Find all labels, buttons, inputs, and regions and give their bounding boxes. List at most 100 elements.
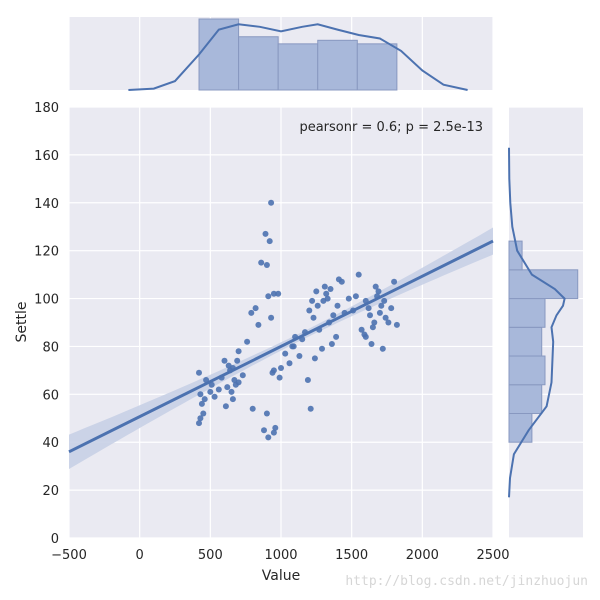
x-tick-label: 2500 [476, 548, 509, 563]
scatter-point [372, 283, 379, 290]
scatter-point [255, 321, 262, 328]
x-axis-label: Value [262, 568, 300, 584]
top-histogram-bar [238, 36, 279, 91]
scatter-point [270, 290, 277, 297]
scatter-point [306, 307, 313, 314]
y-tick-label: 160 [34, 149, 59, 164]
scatter-point [385, 319, 392, 326]
y-tick-label: 20 [42, 484, 59, 499]
scatter-point [262, 230, 269, 237]
scatter-point [376, 309, 383, 316]
scatter-point [334, 302, 341, 309]
scatter-point [338, 278, 345, 285]
scatter-point [276, 374, 283, 381]
scatter-point [244, 338, 251, 345]
x-tick-label: −500 [51, 548, 87, 563]
scatter-point [319, 345, 325, 352]
top-marginal-panel [68, 17, 494, 91]
scatter-point [270, 429, 277, 436]
right-histogram-bar [508, 269, 579, 300]
regression-confidence-band [69, 227, 493, 469]
scatter-point [278, 365, 284, 371]
scatter-point [327, 286, 334, 292]
scatter-point [211, 393, 218, 400]
scatter-point [369, 324, 376, 331]
scatter-point [239, 372, 246, 379]
scatter-point [282, 350, 289, 357]
main-scatter-panel: pearsonr = 0.6; p = 2.5e-13 [68, 106, 494, 539]
x-tick-label: 0 [136, 548, 144, 563]
scatter-point [355, 271, 362, 278]
right-marginal-panel [508, 106, 583, 539]
top-histogram-bar [277, 43, 319, 91]
scatter-point [258, 259, 265, 266]
x-tick-label: 1000 [264, 548, 297, 563]
scatter-point [382, 314, 389, 321]
scatter-point [272, 424, 279, 431]
scatter-point [249, 405, 256, 412]
right-histogram-bar [508, 412, 533, 443]
scatter-point [311, 355, 318, 362]
y-tick-label: 180 [34, 101, 59, 116]
scatter-point [266, 238, 273, 245]
x-tick-label: 500 [198, 548, 223, 563]
scatter-point [381, 297, 388, 304]
scatter-point [296, 353, 303, 359]
scatter-point [379, 345, 386, 352]
scatter-point [328, 341, 335, 347]
scatter-point [221, 357, 228, 364]
scatter-point [196, 369, 202, 376]
scatter-point [323, 290, 330, 297]
y-tick-label: 100 [34, 293, 59, 308]
scatter-point [228, 388, 235, 395]
x-tick-label: 1500 [335, 548, 368, 563]
watermark-text: http://blog.csdn.net/jinzhuojun [345, 574, 588, 589]
top-marginal-kde-curve [128, 23, 468, 91]
scatter-point [330, 312, 337, 319]
scatter-point [224, 384, 231, 391]
scatter-point [352, 293, 359, 300]
scatter-point [310, 314, 317, 321]
y-tick-label: 60 [42, 388, 59, 403]
scatter-point [324, 295, 331, 302]
scatter-point [304, 377, 311, 383]
top-histogram-bar [317, 39, 358, 91]
scatter-point [198, 400, 205, 407]
scatter-point [235, 348, 242, 355]
scatter-point [321, 283, 328, 290]
scatter-point [261, 427, 267, 434]
scatter-point [252, 305, 259, 312]
scatter-point [265, 293, 272, 300]
scatter-point [201, 396, 208, 403]
scatter-point [215, 386, 222, 393]
pearsonr-annotation: pearsonr = 0.6; p = 2.5e-13 [299, 120, 483, 135]
scatter-point [197, 391, 204, 398]
scatter-point [362, 333, 369, 340]
y-tick-label: 0 [51, 532, 59, 547]
scatter-point [265, 434, 272, 441]
scatter-point [378, 302, 385, 309]
regression-line [68, 239, 494, 454]
scatter-point [314, 302, 321, 309]
scatter-point [235, 379, 242, 386]
scatter-point [248, 309, 255, 316]
scatter-point [290, 343, 297, 350]
scatter-point [286, 360, 293, 367]
scatter-point [268, 199, 275, 206]
scatter-point [358, 326, 365, 333]
y-tick-label: 40 [42, 436, 59, 451]
right-histogram-bar [508, 326, 543, 357]
scatter-point [388, 305, 395, 312]
scatter-point [371, 319, 378, 326]
x-tick-label: 2000 [406, 548, 439, 563]
scatter-point [234, 357, 241, 364]
scatter-point [313, 288, 320, 295]
y-axis-tick-labels: 0 20 40 60 80 100 120 140 160 180 [34, 101, 59, 547]
scatter-point [229, 396, 236, 403]
scatter-point [391, 278, 398, 285]
y-tick-label: 80 [42, 340, 59, 355]
scatter-point [275, 290, 282, 297]
scatter-point [263, 410, 270, 417]
